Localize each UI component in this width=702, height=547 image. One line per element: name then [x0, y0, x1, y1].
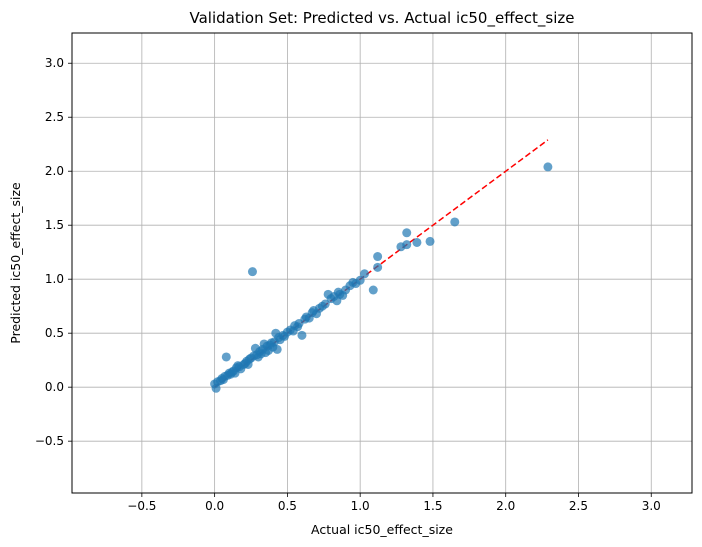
- data-point: [412, 237, 422, 247]
- y-tick-label: 0.5: [45, 326, 64, 340]
- axis-ticks: −0.5 0.0 0.5 1.0 1.5 2.0 2.5 3.0 −0.5 0.0 0.5 1.0 1.…: [35, 56, 661, 513]
- data-point: [355, 275, 365, 285]
- plot-frame: [71, 32, 693, 494]
- data-point: [272, 344, 282, 354]
- x-tick-label: 0.5: [278, 499, 297, 513]
- data-point: [247, 267, 257, 277]
- reference-line-group: [214, 139, 549, 388]
- data-point: [297, 330, 307, 340]
- x-tick-label: 1.5: [423, 499, 442, 513]
- grid-lines: [72, 33, 692, 493]
- y-tick-label: −0.5: [35, 434, 64, 448]
- data-point: [373, 252, 383, 262]
- x-tick-label: 0.0: [205, 499, 224, 513]
- data-point: [402, 228, 412, 238]
- y-tick-label: 2.0: [45, 164, 64, 178]
- y-tick-label: 1.5: [45, 218, 64, 232]
- y-tick-label: 1.0: [45, 272, 64, 286]
- x-tick-label: 2.5: [569, 499, 588, 513]
- reference-line: [214, 139, 549, 388]
- data-point: [360, 269, 370, 279]
- x-axis-label: Actual ic50_effect_size: [311, 522, 453, 537]
- data-point: [543, 162, 553, 172]
- chart-title: Validation Set: Predicted vs. Actual ic5…: [190, 9, 575, 28]
- x-tick-label: 3.0: [642, 499, 661, 513]
- data-point: [373, 262, 383, 272]
- data-points: [210, 162, 553, 393]
- y-tick-label: 3.0: [45, 56, 64, 70]
- data-point: [402, 240, 412, 250]
- y-tick-label: 2.5: [45, 110, 64, 124]
- data-point: [368, 285, 378, 295]
- data-point: [320, 299, 330, 309]
- x-tick-label: −0.5: [127, 499, 156, 513]
- data-point: [450, 217, 460, 227]
- x-tick-label: 2.0: [496, 499, 515, 513]
- data-point: [425, 236, 435, 246]
- x-tick-label: 1.0: [351, 499, 370, 513]
- y-axis-label: Predicted ic50_effect_size: [8, 182, 23, 344]
- data-point: [221, 352, 231, 362]
- y-tick-label: 0.0: [45, 380, 64, 394]
